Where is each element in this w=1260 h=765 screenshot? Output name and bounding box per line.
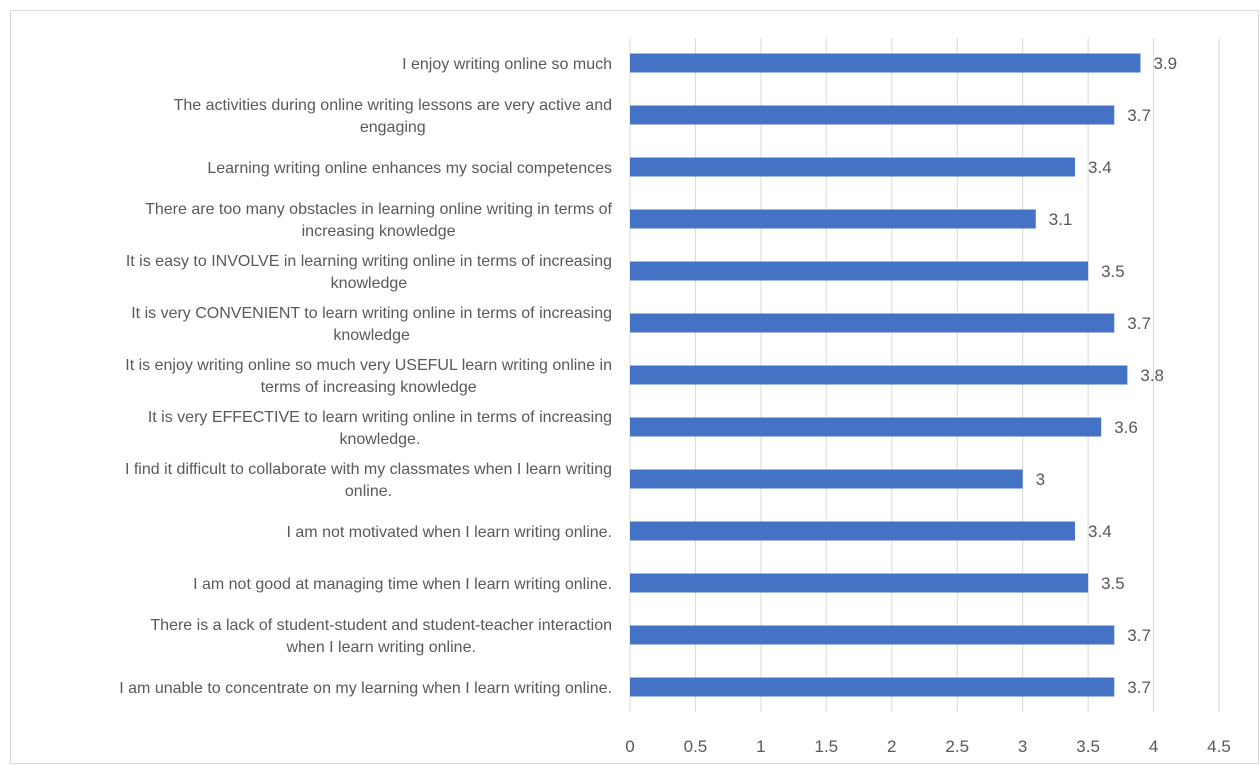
bar [630,677,1115,697]
bar [630,417,1102,437]
bar [630,365,1128,385]
data-label: 3.1 [1049,210,1073,229]
category-label: It is very EFFECTIVE to learn writing on… [148,409,612,426]
bar [630,469,1023,489]
category-label: There is a lack of student-student and s… [150,617,612,634]
category-label: I am not good at managing time when I le… [193,576,612,593]
bar [630,53,1141,73]
x-tick-label: 0 [625,737,634,756]
bar [630,313,1115,333]
category-label: engaging [360,119,426,136]
x-tick-label: 0.5 [684,737,708,756]
category-label: terms of increasing knowledge [261,379,477,396]
category-label: The activities during online writing les… [174,97,612,114]
data-label: 3.5 [1101,574,1125,593]
category-label: I find it difficult to collaborate with … [125,461,612,478]
data-label: 3.9 [1153,54,1177,73]
category-label: It is enjoy writing online so much very … [125,357,612,374]
category-label: online. [345,483,392,500]
bar [630,521,1076,541]
x-tick-label: 3.5 [1076,737,1100,756]
data-label: 3.4 [1088,522,1112,541]
category-label: It is very CONVENIENT to learn writing o… [131,305,612,322]
data-label: 3.7 [1127,106,1151,125]
category-label: It is easy to INVOLVE in learning writin… [126,253,612,270]
category-label: I am not motivated when I learn writing … [287,524,613,541]
x-tick-label: 2 [887,737,896,756]
category-label: Learning writing online enhances my soci… [207,160,612,177]
bar [630,209,1036,229]
data-label: 3.4 [1088,158,1112,177]
x-tick-label: 1 [756,737,765,756]
category-label: when I learn writing online. [285,639,475,656]
bar [630,573,1089,593]
category-label: knowledge [333,327,410,344]
category-label: There are too many obstacles in learning… [145,201,612,218]
data-label: 3.6 [1114,418,1138,437]
data-label: 3.7 [1127,314,1151,333]
data-label: 3.7 [1127,678,1151,697]
data-label: 3.5 [1101,262,1125,281]
bar [630,157,1076,177]
bar [630,261,1089,281]
x-tick-label: 1.5 [815,737,839,756]
category-label: knowledge [331,275,408,292]
category-label: I am unable to concentrate on my learnin… [119,680,612,697]
x-tick-label: 4.5 [1207,737,1231,756]
x-tick-label: 4 [1149,737,1158,756]
data-label: 3.8 [1140,366,1164,385]
category-label: knowledge. [339,431,420,448]
data-label: 3 [1036,470,1045,489]
bar [630,625,1115,645]
category-label: I enjoy writing online so much [402,56,612,73]
x-tick-label: 3 [1018,737,1027,756]
x-tick-label: 2.5 [945,737,969,756]
bar [630,105,1115,125]
category-label: increasing knowledge [302,223,456,240]
data-label: 3.7 [1127,626,1151,645]
